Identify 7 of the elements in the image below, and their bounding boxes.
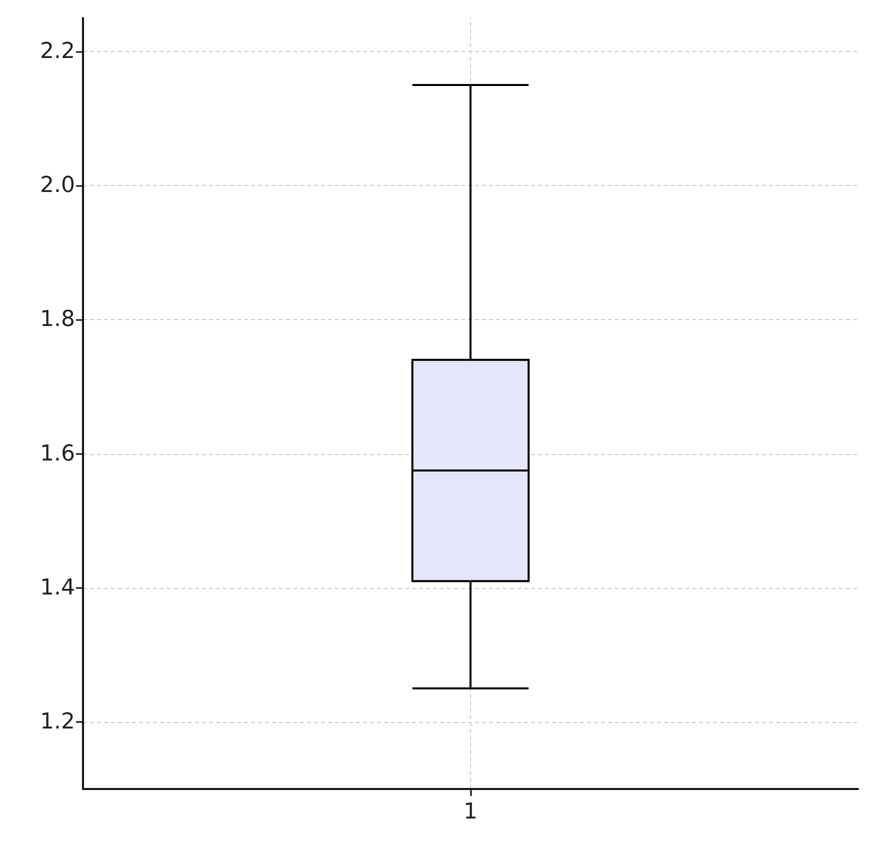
y-tick-label: 1.6 [40, 441, 75, 466]
y-tick-label: 2.0 [40, 173, 75, 198]
y-tick-label: 1.8 [40, 307, 75, 332]
y-tick-label: 1.2 [40, 709, 75, 734]
y-tick-label: 1.4 [40, 575, 75, 600]
x-tick-label: 1 [464, 800, 478, 824]
y-tick-label: 2.2 [40, 39, 75, 64]
